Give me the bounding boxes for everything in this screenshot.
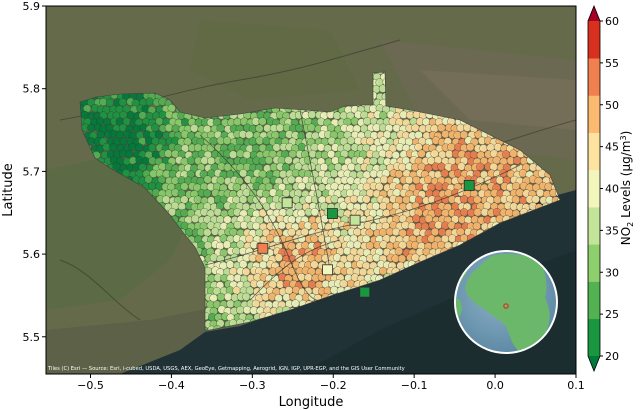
colorbar-tick-label: 25 — [605, 308, 619, 321]
accra-location-marker — [503, 303, 509, 309]
colorbar-tick-label: 45 — [605, 141, 619, 154]
y-tick-label: 5.8 — [23, 83, 41, 96]
x-tick-label: −0.1 — [401, 379, 428, 392]
x-tick-label: 0.1 — [567, 379, 585, 392]
y-tick-label: 5.5 — [23, 331, 41, 344]
y-axis: 5.5 5.6 5.7 5.8 5.9 — [23, 0, 46, 344]
x-tick-label: −0.4 — [158, 379, 185, 392]
study-area-boundary — [79, 71, 561, 331]
colorbar-extend-high — [588, 6, 600, 21]
colorbar-segment — [588, 169, 600, 208]
colorbar-label: NO2 Levels (μg/m3) — [619, 131, 635, 246]
colorbar-segment — [588, 21, 600, 59]
inset-globe — [454, 250, 558, 354]
station-marker — [281, 197, 293, 209]
station-marker — [327, 208, 338, 219]
colorbar-segment — [588, 132, 600, 171]
y-tick-label: 5.9 — [23, 0, 41, 13]
colorbar-tick-label: 60 — [605, 15, 619, 28]
colorbar-tick-label: 55 — [605, 57, 619, 70]
station-marker — [349, 214, 361, 226]
colorbar-segment — [588, 95, 600, 133]
plot-frame — [45, 5, 577, 375]
y-tick-label: 5.7 — [23, 165, 41, 178]
colorbar-tick-label: 35 — [605, 224, 619, 237]
x-tick-label: −0.2 — [320, 379, 347, 392]
map-attribution: Tiles (C) Esri — Source: Esri, i-cubed, … — [47, 366, 405, 372]
monitoring-stations — [257, 180, 475, 298]
colorbar-tick-label: 20 — [605, 350, 619, 363]
y-axis-label: Latitude — [1, 163, 16, 217]
x-tick-label: 0.0 — [486, 379, 504, 392]
colorbar-segment — [588, 244, 600, 282]
x-tick-label: −0.3 — [239, 379, 266, 392]
y-tick-label: 5.6 — [23, 248, 41, 261]
station-marker — [359, 286, 371, 298]
colorbar: 20 25 30 35 40 45 50 55 60 — [587, 4, 619, 373]
colorbar-extend-low — [588, 356, 600, 371]
colorbar-segment — [588, 58, 600, 96]
station-marker — [463, 180, 475, 191]
x-axis: −0.5 −0.4 −0.3 −0.2 −0.1 0.0 0.1 — [77, 374, 585, 392]
africa-landmass — [465, 253, 550, 352]
colorbar-segment — [588, 207, 600, 245]
colorbar-tick-label: 30 — [605, 266, 619, 279]
colorbar-segment — [588, 318, 600, 357]
station-marker — [257, 242, 269, 254]
colorbar-tick-label: 40 — [605, 183, 619, 196]
x-axis-label: Longitude — [279, 395, 344, 410]
station-marker — [322, 264, 333, 276]
colorbar-segment — [588, 281, 600, 320]
colorbar-tick-label: 50 — [605, 99, 619, 112]
x-tick-label: −0.5 — [77, 379, 104, 392]
